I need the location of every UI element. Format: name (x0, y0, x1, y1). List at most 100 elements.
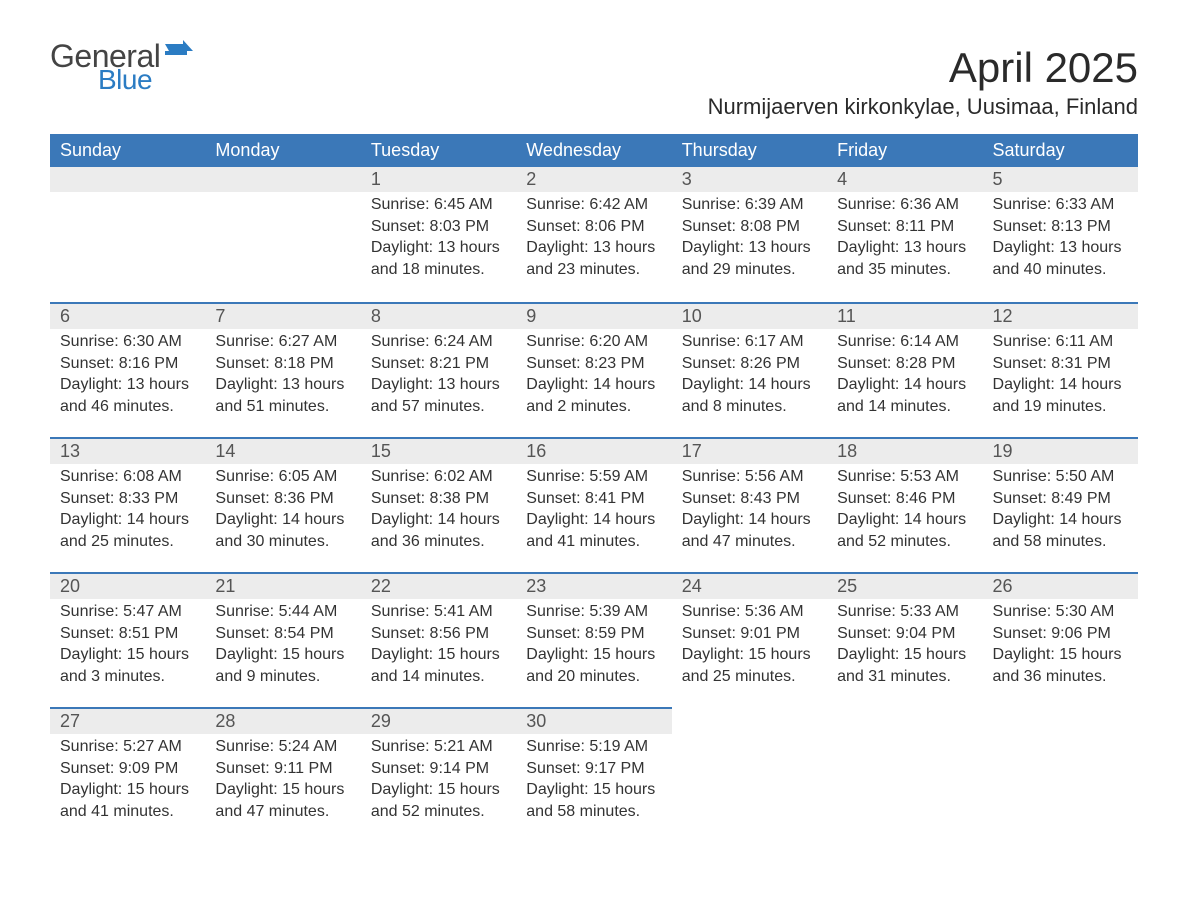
calendar-cell: 30Sunrise: 5:19 AMSunset: 9:17 PMDayligh… (516, 707, 671, 842)
sunset-text: Sunset: 8:33 PM (60, 488, 195, 510)
daylight-line2: and 31 minutes. (837, 666, 972, 688)
calendar-cell: 14Sunrise: 6:05 AMSunset: 8:36 PMDayligh… (205, 437, 360, 572)
day-data: Sunrise: 6:02 AMSunset: 8:38 PMDaylight:… (361, 464, 516, 552)
day-data: Sunrise: 6:45 AMSunset: 8:03 PMDaylight:… (361, 192, 516, 280)
daylight-line2: and 2 minutes. (526, 396, 661, 418)
calendar-cell: 3Sunrise: 6:39 AMSunset: 8:08 PMDaylight… (672, 167, 827, 302)
sunset-text: Sunset: 9:06 PM (993, 623, 1128, 645)
sunrise-text: Sunrise: 5:19 AM (526, 736, 661, 758)
sunset-text: Sunset: 8:13 PM (993, 216, 1128, 238)
daylight-line1: Daylight: 15 hours (215, 644, 350, 666)
daylight-line1: Daylight: 15 hours (993, 644, 1128, 666)
daylight-line1: Daylight: 14 hours (837, 509, 972, 531)
calendar-cell (983, 707, 1138, 842)
day-data: Sunrise: 6:20 AMSunset: 8:23 PMDaylight:… (516, 329, 671, 417)
daylight-line2: and 14 minutes. (837, 396, 972, 418)
day-number: 27 (50, 707, 205, 734)
daylight-line1: Daylight: 13 hours (837, 237, 972, 259)
day-number: 13 (50, 437, 205, 464)
daylight-line1: Daylight: 15 hours (60, 779, 195, 801)
sunset-text: Sunset: 8:38 PM (371, 488, 506, 510)
day-data: Sunrise: 5:59 AMSunset: 8:41 PMDaylight:… (516, 464, 671, 552)
day-number: 30 (516, 707, 671, 734)
daylight-line1: Daylight: 15 hours (215, 779, 350, 801)
day-number: 24 (672, 572, 827, 599)
sunset-text: Sunset: 8:31 PM (993, 353, 1128, 375)
calendar-cell: 16Sunrise: 5:59 AMSunset: 8:41 PMDayligh… (516, 437, 671, 572)
calendar-cell: 9Sunrise: 6:20 AMSunset: 8:23 PMDaylight… (516, 302, 671, 437)
day-number: 1 (361, 167, 516, 192)
calendar-cell: 23Sunrise: 5:39 AMSunset: 8:59 PMDayligh… (516, 572, 671, 707)
day-data: Sunrise: 6:08 AMSunset: 8:33 PMDaylight:… (50, 464, 205, 552)
daylight-line2: and 52 minutes. (837, 531, 972, 553)
daylight-line2: and 36 minutes. (371, 531, 506, 553)
calendar-cell: 1Sunrise: 6:45 AMSunset: 8:03 PMDaylight… (361, 167, 516, 302)
sunset-text: Sunset: 8:59 PM (526, 623, 661, 645)
sunrise-text: Sunrise: 5:30 AM (993, 601, 1128, 623)
day-data: Sunrise: 5:44 AMSunset: 8:54 PMDaylight:… (205, 599, 360, 687)
weekday-header: Sunday (50, 134, 205, 167)
sunrise-text: Sunrise: 5:39 AM (526, 601, 661, 623)
calendar-cell (50, 167, 205, 302)
sunset-text: Sunset: 8:46 PM (837, 488, 972, 510)
sunset-text: Sunset: 9:09 PM (60, 758, 195, 780)
sunrise-text: Sunrise: 6:11 AM (993, 331, 1128, 353)
day-number: 23 (516, 572, 671, 599)
sunset-text: Sunset: 8:49 PM (993, 488, 1128, 510)
sunrise-text: Sunrise: 6:36 AM (837, 194, 972, 216)
daylight-line2: and 51 minutes. (215, 396, 350, 418)
sunrise-text: Sunrise: 6:20 AM (526, 331, 661, 353)
day-number: 3 (672, 167, 827, 192)
daylight-line1: Daylight: 13 hours (526, 237, 661, 259)
calendar-cell: 7Sunrise: 6:27 AMSunset: 8:18 PMDaylight… (205, 302, 360, 437)
calendar-cell: 22Sunrise: 5:41 AMSunset: 8:56 PMDayligh… (361, 572, 516, 707)
day-data: Sunrise: 6:30 AMSunset: 8:16 PMDaylight:… (50, 329, 205, 417)
day-number: 5 (983, 167, 1138, 192)
daylight-line1: Daylight: 15 hours (60, 644, 195, 666)
calendar-cell: 17Sunrise: 5:56 AMSunset: 8:43 PMDayligh… (672, 437, 827, 572)
calendar-body: 1Sunrise: 6:45 AMSunset: 8:03 PMDaylight… (50, 167, 1138, 842)
day-data: Sunrise: 6:42 AMSunset: 8:06 PMDaylight:… (516, 192, 671, 280)
day-number: 19 (983, 437, 1138, 464)
day-data: Sunrise: 5:53 AMSunset: 8:46 PMDaylight:… (827, 464, 982, 552)
sunrise-text: Sunrise: 6:27 AM (215, 331, 350, 353)
daylight-line2: and 8 minutes. (682, 396, 817, 418)
calendar-cell: 4Sunrise: 6:36 AMSunset: 8:11 PMDaylight… (827, 167, 982, 302)
day-data: Sunrise: 5:47 AMSunset: 8:51 PMDaylight:… (50, 599, 205, 687)
daylight-line2: and 58 minutes. (526, 801, 661, 823)
daylight-line1: Daylight: 14 hours (682, 509, 817, 531)
calendar-week: 1Sunrise: 6:45 AMSunset: 8:03 PMDaylight… (50, 167, 1138, 302)
calendar-cell: 2Sunrise: 6:42 AMSunset: 8:06 PMDaylight… (516, 167, 671, 302)
calendar-cell: 20Sunrise: 5:47 AMSunset: 8:51 PMDayligh… (50, 572, 205, 707)
daylight-line1: Daylight: 13 hours (60, 374, 195, 396)
sunset-text: Sunset: 8:41 PM (526, 488, 661, 510)
sunrise-text: Sunrise: 5:33 AM (837, 601, 972, 623)
page: General Blue April 2025 Nurmijaerven kir… (0, 0, 1188, 842)
day-number: 9 (516, 302, 671, 329)
sunset-text: Sunset: 9:04 PM (837, 623, 972, 645)
daylight-line1: Daylight: 13 hours (215, 374, 350, 396)
daylight-line1: Daylight: 14 hours (215, 509, 350, 531)
sunset-text: Sunset: 9:01 PM (682, 623, 817, 645)
calendar-cell: 6Sunrise: 6:30 AMSunset: 8:16 PMDaylight… (50, 302, 205, 437)
daylight-line2: and 9 minutes. (215, 666, 350, 688)
daylight-line2: and 47 minutes. (215, 801, 350, 823)
sunset-text: Sunset: 8:56 PM (371, 623, 506, 645)
day-data: Sunrise: 5:36 AMSunset: 9:01 PMDaylight:… (672, 599, 827, 687)
day-number: 28 (205, 707, 360, 734)
daylight-line1: Daylight: 13 hours (993, 237, 1128, 259)
sunrise-text: Sunrise: 5:27 AM (60, 736, 195, 758)
day-number: 2 (516, 167, 671, 192)
sunrise-text: Sunrise: 6:33 AM (993, 194, 1128, 216)
calendar-cell: 5Sunrise: 6:33 AMSunset: 8:13 PMDaylight… (983, 167, 1138, 302)
sunset-text: Sunset: 8:11 PM (837, 216, 972, 238)
daylight-line2: and 36 minutes. (993, 666, 1128, 688)
day-data: Sunrise: 5:56 AMSunset: 8:43 PMDaylight:… (672, 464, 827, 552)
location-subtitle: Nurmijaerven kirkonkylae, Uusimaa, Finla… (708, 94, 1138, 120)
day-data: Sunrise: 5:27 AMSunset: 9:09 PMDaylight:… (50, 734, 205, 822)
sunset-text: Sunset: 8:03 PM (371, 216, 506, 238)
sunset-text: Sunset: 8:51 PM (60, 623, 195, 645)
sunset-text: Sunset: 8:28 PM (837, 353, 972, 375)
logo-text: General Blue (50, 40, 193, 94)
daylight-line1: Daylight: 15 hours (526, 779, 661, 801)
